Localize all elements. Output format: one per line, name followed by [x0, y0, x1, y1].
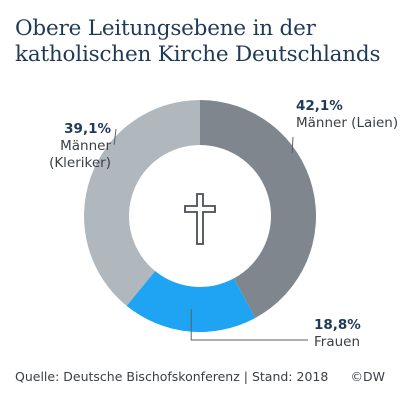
leader-line-maenner-laien [291, 136, 294, 154]
donut-slice-frauen [126, 270, 256, 332]
source-note: Quelle: Deutsche Bischofskonferenz | Sta… [15, 369, 329, 384]
chart-title: Obere Leitungsebene in der katholischen … [15, 16, 390, 68]
slice-value-maenner-laien: 42,1% [296, 98, 343, 114]
slice-name-maenner-laien: Männer (Laien) [296, 115, 399, 131]
leader-line-maenner-kleriker [113, 128, 117, 145]
donut-slice-männer-laien [200, 99, 317, 319]
slice-name-maenner-kleriker-line-2: (Kleriker) [49, 155, 111, 171]
slice-label-frauen: 18,8% Frauen [314, 317, 361, 351]
chart-title-line-2: katholischen Kirche Deutschlands [15, 42, 381, 67]
slice-label-maenner-kleriker: 39,1% Männer (Kleriker) [49, 121, 111, 172]
cross-icon [184, 193, 216, 245]
leader-line-frauen [190, 309, 308, 341]
donut-slices [84, 99, 317, 332]
slice-value-frauen: 18,8% [314, 317, 361, 333]
leader-lines [113, 128, 308, 341]
chart-title-line-1: Obere Leitungsebene in der [15, 16, 316, 41]
slice-name-maenner-kleriker-line-1: Männer [60, 138, 111, 154]
slice-label-maenner-laien: 42,1% Männer (Laien) [296, 98, 398, 132]
copyright: ©DW [350, 369, 386, 384]
slice-name-frauen: Frauen [314, 334, 361, 350]
donut-slice-männer-kleriker [84, 100, 200, 306]
slice-value-maenner-kleriker: 39,1% [64, 121, 111, 137]
